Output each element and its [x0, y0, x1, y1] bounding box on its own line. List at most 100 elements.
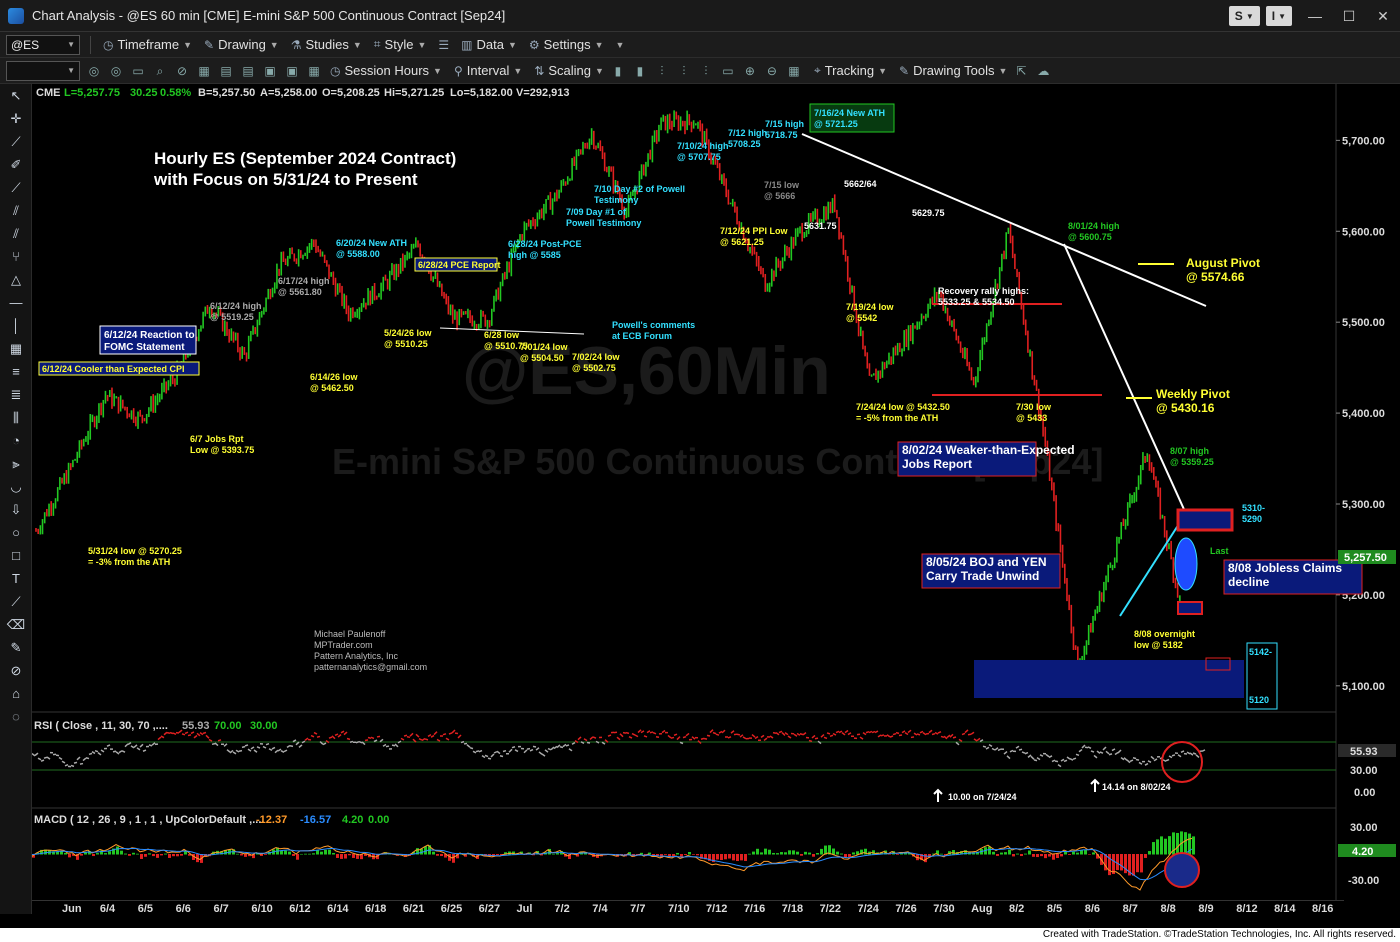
macd-histogram-bar: [1064, 851, 1067, 855]
fib-ext-icon[interactable]: ≣: [10, 387, 22, 402]
ohlc-icon[interactable]: ⫶: [660, 63, 664, 78]
zoom-out-icon[interactable]: ⊖: [766, 63, 777, 78]
refresh-icon[interactable]: ◎: [88, 63, 100, 78]
pane-icon[interactable]: ▭: [722, 63, 734, 78]
rsi-segment: [184, 731, 189, 735]
annotation-text: 8/08 Jobless Claims: [1228, 561, 1342, 575]
link-icon[interactable]: ⊘: [176, 63, 188, 78]
gann-icon[interactable]: ◔: [12, 433, 20, 448]
macd-histogram-bar: [296, 854, 299, 860]
drawing-menu[interactable]: ✎ Drawing ▼: [204, 37, 279, 52]
secondary-symbol-input[interactable]: ▼: [6, 60, 80, 81]
candles-icon[interactable]: ▮: [614, 63, 622, 78]
bars-icon[interactable]: ▦: [198, 63, 210, 78]
rsi-segment: [205, 734, 210, 739]
hide-drawings-icon[interactable]: ◌: [12, 709, 20, 724]
rectangle-icon[interactable]: □: [12, 548, 20, 563]
interval-menu[interactable]: ⚲ Interval ▼: [453, 63, 523, 78]
rsi-segment: [151, 742, 156, 746]
chart-window[interactable]: CME L=5,257.75 30.25 0.58% B=5,257.50 A=…: [31, 84, 1400, 914]
line-chart-icon[interactable]: ⫶: [682, 63, 686, 78]
horizontal-line-icon[interactable]: —: [9, 295, 23, 310]
rsi-segment: [367, 736, 372, 739]
lock-drawings-icon[interactable]: ⌂: [12, 686, 20, 701]
fib-time-icon[interactable]: ⫼: [13, 410, 19, 425]
area-icon[interactable]: ⫶: [704, 63, 708, 78]
arrow-icon[interactable]: ⇩: [10, 502, 22, 517]
export-icon[interactable]: ⇱: [1016, 63, 1027, 78]
zoom-in-icon[interactable]: ⊕: [744, 63, 755, 78]
price-axis[interactable]: [1336, 84, 1400, 900]
style-menu[interactable]: ⌗ Style ▼: [373, 37, 427, 52]
macd-histogram-bar: [840, 853, 843, 855]
time-tick-label: 7/24: [857, 903, 879, 915]
fork-icon[interactable]: ⑂: [12, 249, 20, 264]
s-menu-button[interactable]: S ▼: [1228, 6, 1260, 26]
macd-histogram-bar: [920, 854, 923, 861]
window-icon[interactable]: ▭: [132, 63, 144, 78]
macd-histogram-bar: [1032, 854, 1035, 857]
scaling-menu[interactable]: ⇅ Scaling ▼: [534, 63, 604, 78]
gear-icon: ⚙: [528, 37, 540, 52]
zoom-find-icon[interactable]: ⌕: [156, 63, 164, 78]
annotation-text: Weekly Pivot: [1156, 387, 1230, 401]
fib-lines-icon[interactable]: ≡: [12, 364, 20, 379]
candles2-icon[interactable]: ▮: [636, 63, 644, 78]
tracking-menu[interactable]: ⌖ Tracking ▼: [813, 63, 887, 78]
macd-histogram-bar: [932, 853, 935, 855]
table-icon[interactable]: ▤: [220, 63, 232, 78]
brush-icon[interactable]: ✐: [10, 157, 22, 172]
maximize-icon[interactable]: ☐: [1342, 7, 1356, 24]
rsi-segment: [910, 736, 915, 739]
triangle-icon[interactable]: △: [11, 272, 21, 287]
rsi-segment: [577, 736, 582, 741]
timeframe-menu[interactable]: ◷ Timeframe ▼: [103, 37, 193, 52]
grid-toggle-icon[interactable]: ▦: [788, 63, 800, 78]
channel-icon[interactable]: ⫽: [13, 203, 19, 218]
drawing-tools-menu[interactable]: ✎ Drawing Tools ▼: [899, 63, 1008, 78]
minimize-icon[interactable]: —: [1308, 8, 1322, 24]
arc-icon[interactable]: ◡: [10, 479, 22, 494]
time-axis[interactable]: Jun 6/4 6/5 6/6 6/7 6/10 6/12 6/14 6/18 6/21 6/25 6…: [32, 900, 1344, 922]
vertical-line-icon[interactable]: │: [11, 318, 21, 333]
ray-icon[interactable]: ⟋: [11, 180, 21, 195]
data-menu[interactable]: ▥ Data ▼: [461, 37, 517, 52]
more-icon[interactable]: ▼: [615, 39, 625, 50]
macd-histogram-bar: [504, 852, 507, 855]
grid-icon[interactable]: ▦: [308, 63, 320, 78]
magnet-icon[interactable]: ⊘: [10, 663, 22, 678]
list-icon[interactable]: ▤: [242, 63, 254, 78]
parallel-icon[interactable]: ⫽: [13, 226, 19, 241]
macd-panel[interactable]: MACD ( 12 , 26 , 9 , 1 , 1 , UpColorDefa…: [31, 814, 1396, 891]
erase-all-icon[interactable]: ✎: [10, 640, 22, 655]
rsi-segment: [739, 734, 744, 738]
speed-lines-icon[interactable]: ⫸: [12, 456, 20, 471]
layout-icon[interactable]: ☰: [438, 37, 450, 52]
rsi-segment: [493, 750, 498, 754]
rsi-panel[interactable]: RSI ( Close , 11, 30, 70 ,.... 55.93 70.…: [31, 720, 1396, 802]
trendline-icon[interactable]: ⟋: [11, 134, 21, 149]
text-icon[interactable]: T: [12, 571, 20, 586]
pointer-icon[interactable]: ↖: [10, 88, 22, 103]
rising-trendline[interactable]: [1119, 515, 1185, 617]
lock-icon[interactable]: ▣: [264, 63, 276, 78]
crosshair-icon[interactable]: ✛: [10, 111, 22, 126]
close-icon[interactable]: ✕: [1377, 7, 1389, 24]
save-icon[interactable]: ▣: [286, 63, 298, 78]
rsi-segment: [1150, 755, 1155, 760]
descending-trendline[interactable]: [801, 133, 1207, 307]
steep-trendline[interactable]: [1063, 243, 1188, 517]
symbol-input[interactable]: @ES ▼: [6, 34, 80, 55]
ruler-icon[interactable]: ⟋: [11, 594, 21, 609]
settings-menu[interactable]: ⚙ Settings ▼: [528, 37, 604, 52]
i-menu-button[interactable]: I ▼: [1265, 6, 1292, 26]
price-chart-svg[interactable]: CME L=5,257.75 30.25 0.58% B=5,257.50 A=…: [31, 84, 1400, 900]
chat-icon[interactable]: ☁: [1037, 63, 1050, 78]
studies-menu[interactable]: ⚗ Studies ▼: [290, 37, 362, 52]
sync-icon[interactable]: ◎: [110, 63, 122, 78]
fib-grid-icon[interactable]: ▦: [9, 341, 23, 356]
eraser-icon[interactable]: ⌫: [6, 617, 26, 632]
session-hours-menu[interactable]: ◷ Session Hours ▼: [330, 63, 442, 78]
circle-icon[interactable]: ○: [12, 525, 20, 540]
time-tick-label: 8/6: [1084, 903, 1101, 915]
